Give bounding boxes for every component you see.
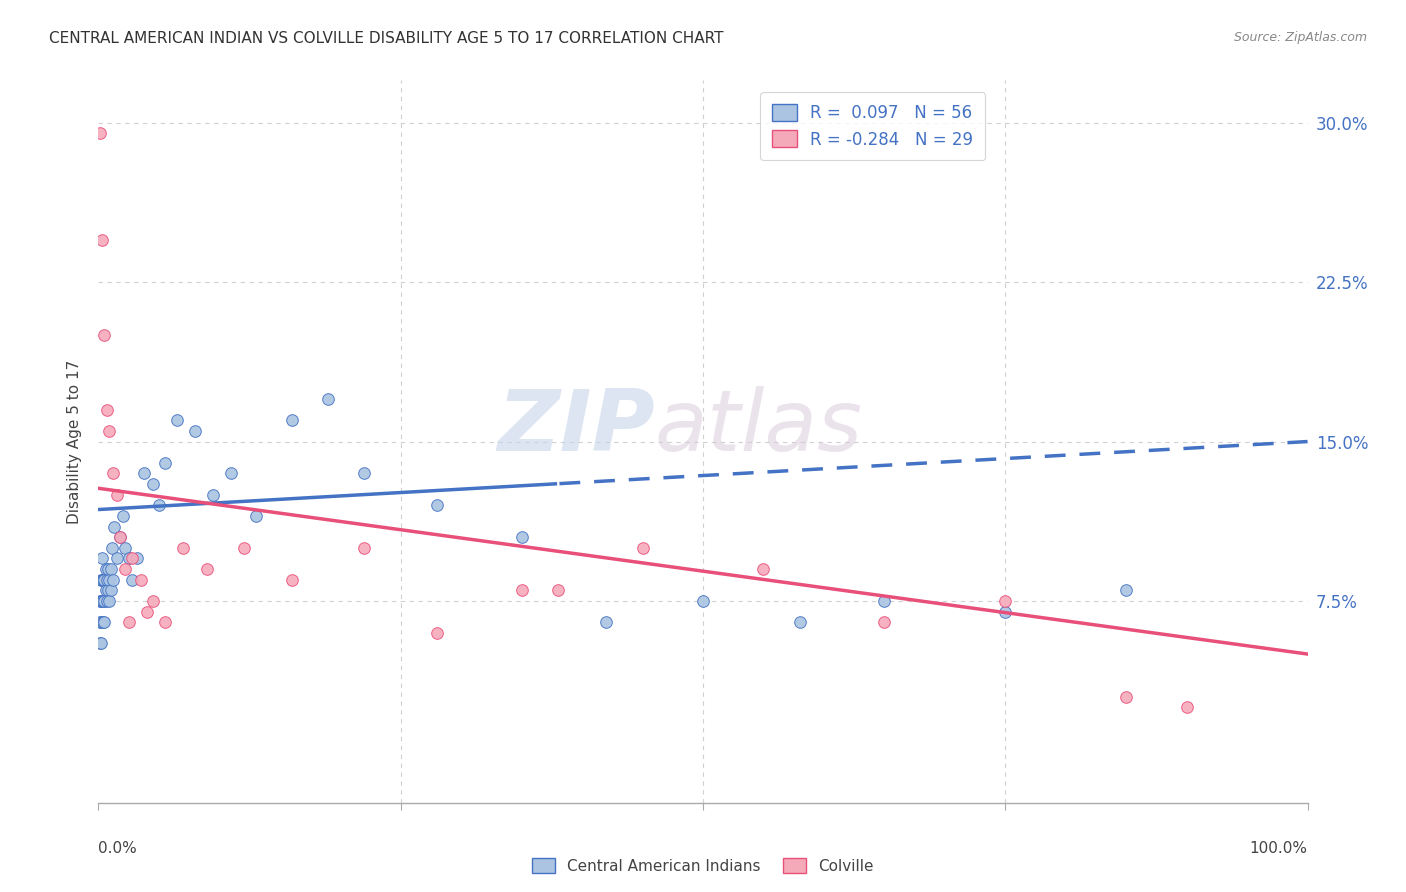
Point xyxy=(118,615,141,630)
Point xyxy=(692,594,714,608)
Text: CENTRAL AMERICAN INDIAN VS COLVILLE DISABILITY AGE 5 TO 17 CORRELATION CHART: CENTRAL AMERICAN INDIAN VS COLVILLE DISA… xyxy=(49,31,724,46)
Point xyxy=(89,636,111,650)
Point xyxy=(148,498,170,512)
Point xyxy=(353,541,375,555)
Point xyxy=(994,605,1017,619)
Point xyxy=(100,541,122,555)
Point xyxy=(752,562,775,576)
Point xyxy=(90,594,112,608)
Point xyxy=(98,424,121,438)
Point xyxy=(166,413,188,427)
Point xyxy=(91,551,114,566)
Point xyxy=(91,615,114,630)
Point xyxy=(202,488,225,502)
Point xyxy=(93,328,115,343)
Point xyxy=(105,551,128,566)
Point xyxy=(121,573,143,587)
Point xyxy=(90,636,112,650)
Point xyxy=(172,541,194,555)
Point xyxy=(91,573,114,587)
Point xyxy=(316,392,339,406)
Point xyxy=(134,467,156,481)
Legend: Central American Indians, Colville: Central American Indians, Colville xyxy=(526,852,880,880)
Point xyxy=(153,456,176,470)
Point xyxy=(127,551,149,566)
Point xyxy=(93,573,115,587)
Point xyxy=(510,583,533,598)
Point xyxy=(195,562,218,576)
Point xyxy=(245,508,267,523)
Point xyxy=(547,583,569,598)
Point xyxy=(873,615,896,630)
Point xyxy=(232,541,254,555)
Point xyxy=(97,583,120,598)
Point xyxy=(510,530,533,544)
Point xyxy=(98,594,121,608)
Point xyxy=(114,562,136,576)
Y-axis label: Disability Age 5 to 17: Disability Age 5 to 17 xyxy=(67,359,83,524)
Point xyxy=(873,594,896,608)
Point xyxy=(96,573,118,587)
Point xyxy=(98,573,121,587)
Point xyxy=(94,562,117,576)
Point xyxy=(153,615,176,630)
Point xyxy=(108,530,131,544)
Point xyxy=(789,615,811,630)
Point xyxy=(142,594,165,608)
Text: atlas: atlas xyxy=(655,385,863,468)
Point xyxy=(89,127,111,141)
Point xyxy=(353,467,375,481)
Point xyxy=(103,519,125,533)
Text: ZIP: ZIP xyxy=(496,385,655,468)
Point xyxy=(118,551,141,566)
Point xyxy=(1175,700,1198,714)
Point xyxy=(100,562,122,576)
Legend: R =  0.097   N = 56, R = -0.284   N = 29: R = 0.097 N = 56, R = -0.284 N = 29 xyxy=(761,92,984,161)
Point xyxy=(426,625,449,640)
Point xyxy=(101,573,124,587)
Point xyxy=(91,594,114,608)
Point xyxy=(426,498,449,512)
Point xyxy=(100,583,122,598)
Point xyxy=(994,594,1017,608)
Point xyxy=(90,615,112,630)
Point xyxy=(93,594,115,608)
Point xyxy=(111,508,134,523)
Point xyxy=(89,594,111,608)
Point xyxy=(114,541,136,555)
Point xyxy=(91,594,114,608)
Point xyxy=(1115,690,1137,704)
Point xyxy=(90,573,112,587)
Text: Source: ZipAtlas.com: Source: ZipAtlas.com xyxy=(1233,31,1367,45)
Point xyxy=(184,424,207,438)
Point xyxy=(105,488,128,502)
Point xyxy=(91,573,114,587)
Point xyxy=(89,615,111,630)
Point xyxy=(91,233,114,247)
Point xyxy=(281,413,304,427)
Point xyxy=(631,541,654,555)
Point xyxy=(97,562,120,576)
Point xyxy=(1115,583,1137,598)
Text: 100.0%: 100.0% xyxy=(1250,841,1308,856)
Point xyxy=(101,467,124,481)
Point xyxy=(281,573,304,587)
Point xyxy=(108,530,131,544)
Point xyxy=(129,573,152,587)
Point xyxy=(595,615,617,630)
Text: 0.0%: 0.0% xyxy=(98,841,138,856)
Point xyxy=(94,583,117,598)
Point xyxy=(221,467,243,481)
Point xyxy=(121,551,143,566)
Point xyxy=(96,402,118,417)
Point xyxy=(135,605,157,619)
Point xyxy=(93,615,115,630)
Point xyxy=(142,477,165,491)
Point xyxy=(96,594,118,608)
